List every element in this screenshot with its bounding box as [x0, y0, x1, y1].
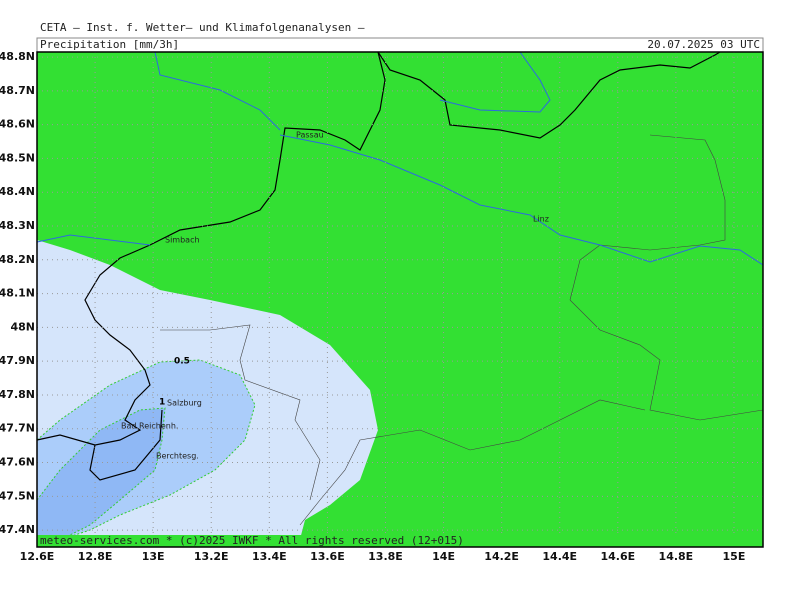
- admin-line: [569, 299, 764, 421]
- header-title: CETA — Inst. f. Wetter— und Klimafolgena…: [40, 21, 365, 34]
- x-tick-label: 13.6E: [310, 550, 345, 563]
- y-tick-label: 47.4N: [0, 523, 35, 536]
- grid: [36, 52, 763, 547]
- y-tick-label: 47.6N: [0, 456, 35, 469]
- x-tick-label: 14.4E: [542, 550, 577, 563]
- river: [439, 51, 551, 113]
- admin-line: [160, 324, 321, 501]
- plot-area: Passau Simbach Linz Salzburg Bad Reichen…: [36, 51, 764, 548]
- place-label: Linz: [533, 215, 549, 224]
- plot-frame: [36, 51, 764, 548]
- x-tick-label: 13.4E: [252, 550, 287, 563]
- y-tick-label: 47.5N: [0, 489, 35, 502]
- contour-label: 0.5: [174, 357, 190, 367]
- place-label: Passau: [296, 131, 324, 140]
- admin-line: [299, 399, 646, 526]
- place-label: Simbach: [165, 236, 200, 245]
- river: [279, 134, 764, 266]
- x-tick-label: 13.2E: [194, 550, 229, 563]
- x-tick-label: 12.8E: [78, 550, 113, 563]
- border: [377, 51, 721, 139]
- border: [36, 434, 96, 446]
- contour-label: 1: [159, 398, 165, 408]
- x-tick-label: 13E: [142, 550, 165, 563]
- river: [36, 234, 151, 246]
- y-tick-label: 48.3N: [0, 219, 35, 232]
- x-tick-label: 13.8E: [368, 550, 403, 563]
- y-tick-label: 48.6N: [0, 118, 35, 131]
- y-tick-label: 48.1N: [0, 287, 35, 300]
- y-tick-label: 48.8N: [0, 50, 35, 63]
- y-tick-label: 48.7N: [0, 84, 35, 97]
- y-tick-label: 47.8N: [0, 388, 35, 401]
- y-tick-label: 47.9N: [0, 354, 35, 367]
- place-label: Salzburg: [167, 399, 202, 408]
- x-tick-label: 12.6E: [20, 550, 55, 563]
- river: [154, 51, 281, 131]
- field-label: Precipitation [mm/3h]: [40, 38, 179, 51]
- y-tick-label: 48N: [10, 320, 35, 333]
- y-tick-label: 48.4N: [0, 185, 35, 198]
- x-tick-label: 14E: [432, 550, 455, 563]
- valid-time: 20.07.2025 03 UTC: [647, 38, 760, 51]
- place-label: Bad Reichenh.: [121, 422, 178, 431]
- x-tick-label: 15E: [723, 550, 746, 563]
- footer: meteo-services.com * (c)2025 IWKF * All …: [40, 534, 464, 547]
- place-label: Berchtesg.: [156, 452, 199, 461]
- admin-line: [569, 134, 726, 301]
- footer-band: [37, 535, 763, 547]
- x-tick-label: 14.2E: [484, 550, 519, 563]
- x-tick-label: 14.6E: [600, 550, 635, 563]
- y-tick-label: 48.5N: [0, 151, 35, 164]
- x-tick-label: 14.8E: [659, 550, 694, 563]
- y-tick-label: 48.2N: [0, 253, 35, 266]
- y-tick-label: 47.7N: [0, 422, 35, 435]
